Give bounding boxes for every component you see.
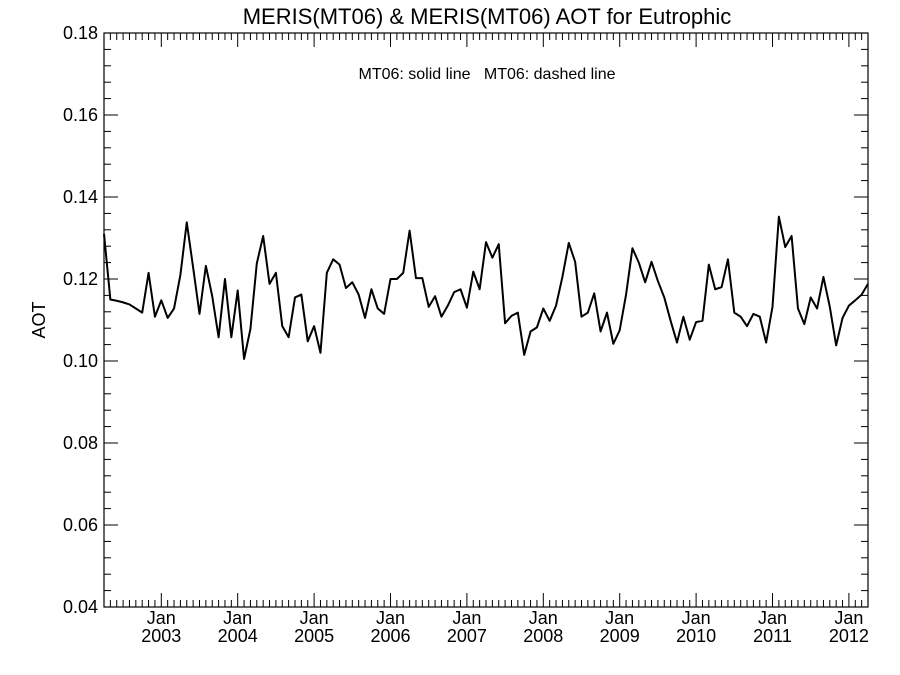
x-tick-year-label: 2010 xyxy=(676,626,716,646)
x-tick-month-label: Jan xyxy=(452,608,481,628)
x-tick-month-label: Jan xyxy=(529,608,558,628)
y-tick-label: 0.08 xyxy=(63,433,98,453)
chart-title: MERIS(MT06) & MERIS(MT06) AOT for Eutrop… xyxy=(243,4,732,29)
x-tick-month-label: Jan xyxy=(376,608,405,628)
x-tick-year-label: 2012 xyxy=(829,626,869,646)
x-tick-year-label: 2008 xyxy=(523,626,563,646)
x-tick-year-label: 2004 xyxy=(218,626,258,646)
x-tick-year-label: 2009 xyxy=(600,626,640,646)
x-tick-month-label: Jan xyxy=(300,608,329,628)
series-layer xyxy=(103,215,869,360)
y-axis-label: AOT xyxy=(29,301,49,338)
y-axis-ticks: 0.04 0.06 0.08 0.10 0.12 0.14 0.16 0.18 xyxy=(63,23,868,617)
y-tick-label: 0.14 xyxy=(63,187,98,207)
x-tick-month-label: Jan xyxy=(682,608,711,628)
y-tick-label: 0.12 xyxy=(63,269,98,289)
y-tick-label: 0.10 xyxy=(63,351,98,371)
x-tick-month-label: Jan xyxy=(223,608,252,628)
y-tick-label: 0.18 xyxy=(63,23,98,43)
x-tick-month-label: Jan xyxy=(147,608,176,628)
y-tick-label: 0.06 xyxy=(63,515,98,535)
x-tick-month-label: Jan xyxy=(605,608,634,628)
plot-frame xyxy=(103,32,869,608)
y-tick-label: 0.16 xyxy=(63,105,98,125)
x-tick-year-label: 2005 xyxy=(294,626,334,646)
x-tick-year-label: 2006 xyxy=(370,626,410,646)
y-tick-label: 0.04 xyxy=(63,597,98,617)
x-axis-ticks: Jan2003Jan2004Jan2005Jan2006Jan2007Jan20… xyxy=(103,33,869,646)
x-tick-month-label: Jan xyxy=(758,608,787,628)
x-tick-year-label: 2003 xyxy=(141,626,181,646)
line-style-annotation: MT06: solid line MT06: dashed line xyxy=(358,66,615,83)
x-tick-month-label: Jan xyxy=(834,608,863,628)
x-tick-year-label: 2007 xyxy=(447,626,487,646)
x-tick-year-label: 2011 xyxy=(753,626,792,646)
series-line-solid xyxy=(103,215,869,360)
